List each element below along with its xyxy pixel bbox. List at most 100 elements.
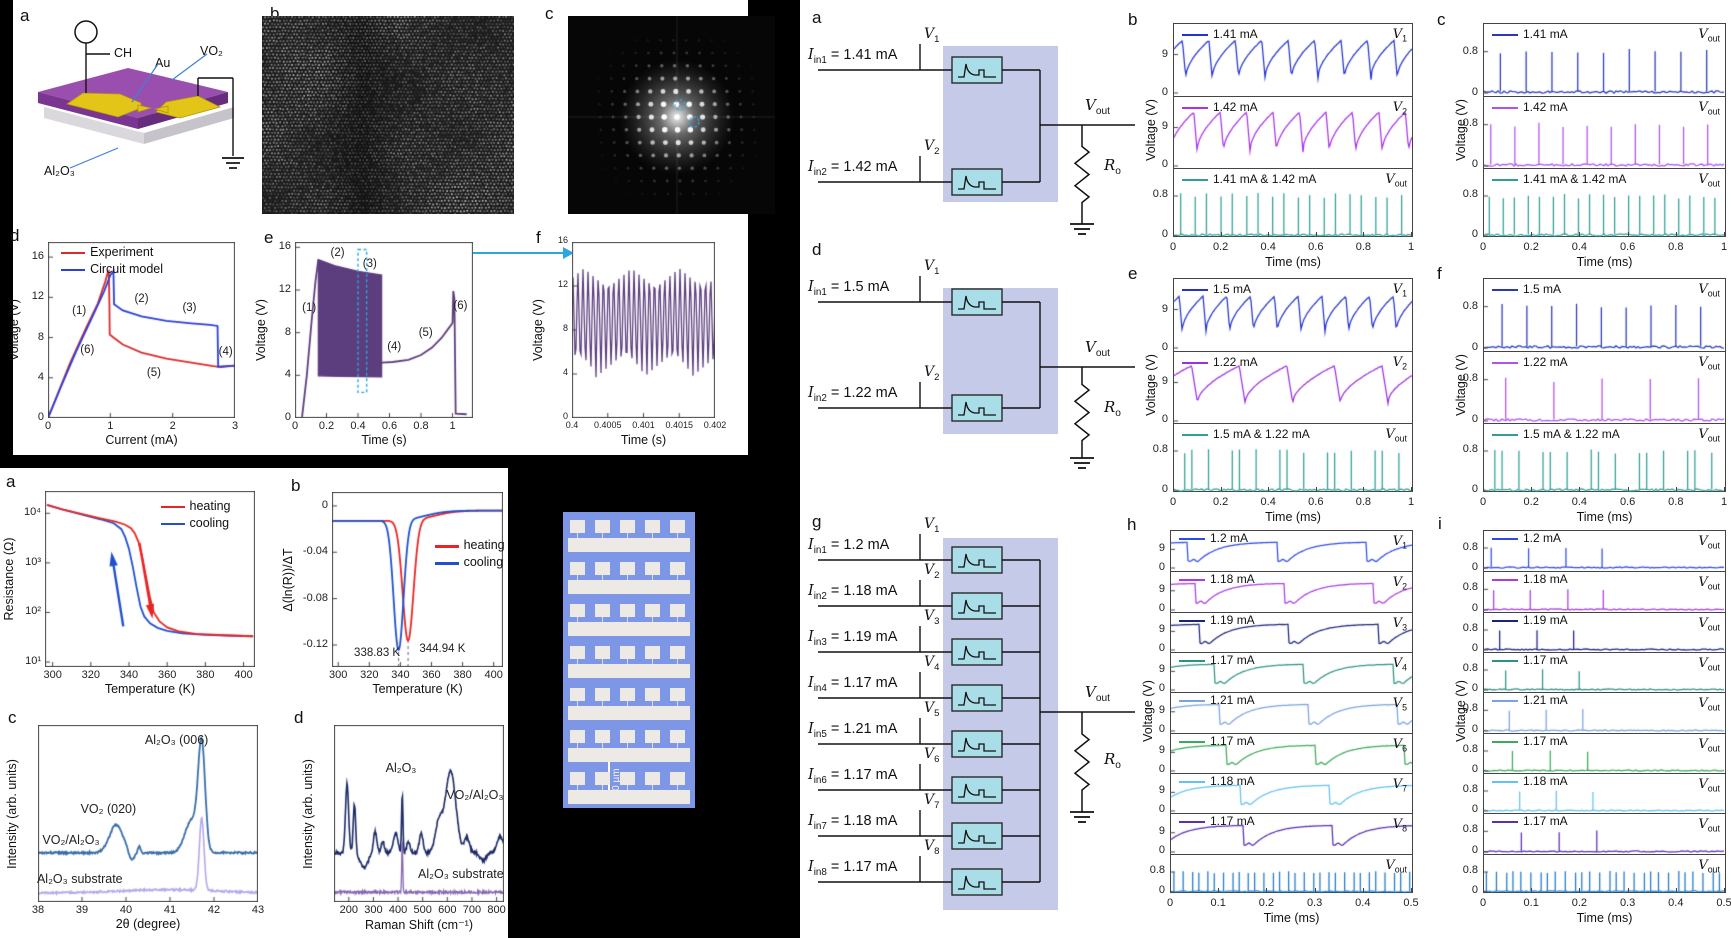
y-tick-label: -0.08 [292,592,328,604]
x-tick-mark [1363,888,1364,892]
current-input-label: Iin2 = 1.22 mA [808,385,897,404]
x-tick-label: 0.4 [1343,897,1383,909]
legend-swatch [1492,579,1518,581]
annotation: 344.94 K [397,643,487,655]
trace-node-label: Vout [1698,615,1720,633]
y-tick-label: 0.8 [1445,300,1478,312]
x-tick-label: 0 [1153,241,1193,253]
x-tick-mark [1579,888,1580,892]
paper-figure-collage: a b c d e f a b c d a b c d e f g h i I … [0,0,1731,938]
transition-derivative-plot: 300 320 340 360 380 400 0 -0.04 -0.08 -0.12 Temper… [332,492,503,667]
y-tick-label: 16 [8,250,44,262]
legend-label: 1.17 mA [1523,653,1568,667]
array-pad [595,730,610,743]
panel-label: a [6,472,15,492]
array-pad [570,730,585,743]
x-tick-label: 2 [151,420,195,432]
array-pad [595,688,610,701]
x-axis-label: 2θ (degree) [38,917,258,931]
current-input-label: Iin1 = 1.5 mA [808,279,889,298]
node-voltage-label: V5 [924,699,939,719]
y-tick-label: 0 [1445,341,1478,353]
y-tick-label: 0.8 [1445,45,1478,57]
trace-row: 1.5 mA Vout [1484,279,1725,351]
node-voltage-label: V6 [924,745,939,765]
panel-label: b [1128,10,1137,30]
legend-label: 1.41 mA [1213,27,1258,41]
legend-label: 1.17 mA [1210,734,1255,748]
legend-swatch [1182,34,1208,36]
x-tick-label: 0.4 [1559,241,1599,253]
array-pad [645,562,660,575]
x-tick-mark [1221,232,1222,236]
legend-swatch [1179,620,1205,622]
x-tick-label: 41 [148,904,192,916]
y-tick-label: 16 [532,235,568,245]
trace-node-label: V5 [1393,695,1407,713]
y-tick-label: 0 [1132,642,1165,654]
x-tick-label: 1 [88,420,132,432]
legend-swatch [1182,107,1208,109]
trace-node-label: V7 [1393,776,1407,794]
trace-row: 1.42 mA Vout [1484,96,1725,168]
current-input-label: Iin6 = 1.17 mA [808,767,897,786]
tem-image-canvas [262,16,514,214]
waveform-panel-f: 1.5 mA Vout 1.22 mA Vout 1.5 mA & 1.22 mA Vou… [1483,278,1726,492]
trace-canvas [1171,572,1412,612]
legend-swatch [1179,579,1205,581]
trace-node-label: Vout [1698,776,1720,794]
panel-label: c [1437,10,1446,30]
x-axis-label: Time (ms) [1173,510,1413,524]
array-pad [645,604,660,617]
current-input-label: Iin4 = 1.17 mA [808,675,897,694]
iv-characteristic-plot: 0 1 2 3 0 4 8 12 16 Current (mA) Voltage (V) (1) (2)… [48,242,235,418]
trace-node-label: Vout [1698,426,1720,444]
y-tick-label: 0 [1445,602,1478,614]
x-tick-label: 40 [104,904,148,916]
trace-canvas [1484,613,1725,652]
trace-row: 1.17 mA V4 [1171,652,1412,692]
panel-label: f [1437,264,1442,284]
x-tick-label: 0.1 [1198,897,1238,909]
legend-swatch [1492,781,1518,783]
legend-swatch [1492,107,1518,109]
legend-label: 1.42 mA [1213,100,1258,114]
legend-label: 1.21 mA [1210,693,1255,707]
legend-label: 1.19 mA [1210,613,1255,627]
resistance-temperature-plot: 300 320 340 360 380 400 10¹ 10² 10³ 10⁴ Temperatur… [45,491,255,667]
y-tick-label: 12 [532,279,568,289]
array-bus-bar [568,790,690,804]
y-axis-label: Voltage (V) [1144,354,1158,416]
legend-label: Circuit model [90,262,163,276]
transition-derivative-plot-canvas [332,492,503,667]
legend-swatch [1492,538,1518,540]
array-pad [570,562,585,575]
array-pad [670,520,685,533]
trace-canvas [1484,774,1725,813]
array-pad [670,646,685,659]
current-input-label: Iin5 = 1.21 mA [808,721,897,740]
x-tick-label: 0.8 [1343,241,1383,253]
x-tick-label: 0.2 [1559,897,1599,909]
panel-label: e [1128,264,1137,284]
y-tick-label: 0 [1445,844,1478,856]
annotation: (4) [349,341,439,353]
x-tick-mark [1266,888,1267,892]
trace-node-label: V3 [1393,615,1407,633]
annotation: VO₂ (020) [63,802,153,816]
x-tick-label: 0.3 [1295,897,1335,909]
x-tick-mark [1676,888,1677,892]
y-tick-label: 0.8 [1445,662,1478,674]
trace-node-label: Vout [1698,695,1720,713]
trace-node-label: Vout [1698,655,1720,673]
oscillation-envelope-plot: 0 0.2 0.4 0.6 0.8 1 0 4 8 12 16 Time (s) Voltage (V)… [295,242,473,418]
trace-canvas [1174,352,1412,423]
trace-canvas [1484,279,1725,350]
waveform-panel-i: 1.2 mA Vout 1.18 mA Vout 1.19 mA Vout 1.17 mA V… [1483,530,1726,893]
trace-canvas [1174,279,1412,350]
array-pad [595,772,610,785]
x-tick-mark [1724,232,1725,236]
waveform-panel-c: 1.41 mA Vout 1.42 mA Vout 1.41 mA & 1.42 mA V… [1483,23,1726,237]
panel-label: d [10,226,19,246]
x-tick-label: 1 [1391,241,1431,253]
